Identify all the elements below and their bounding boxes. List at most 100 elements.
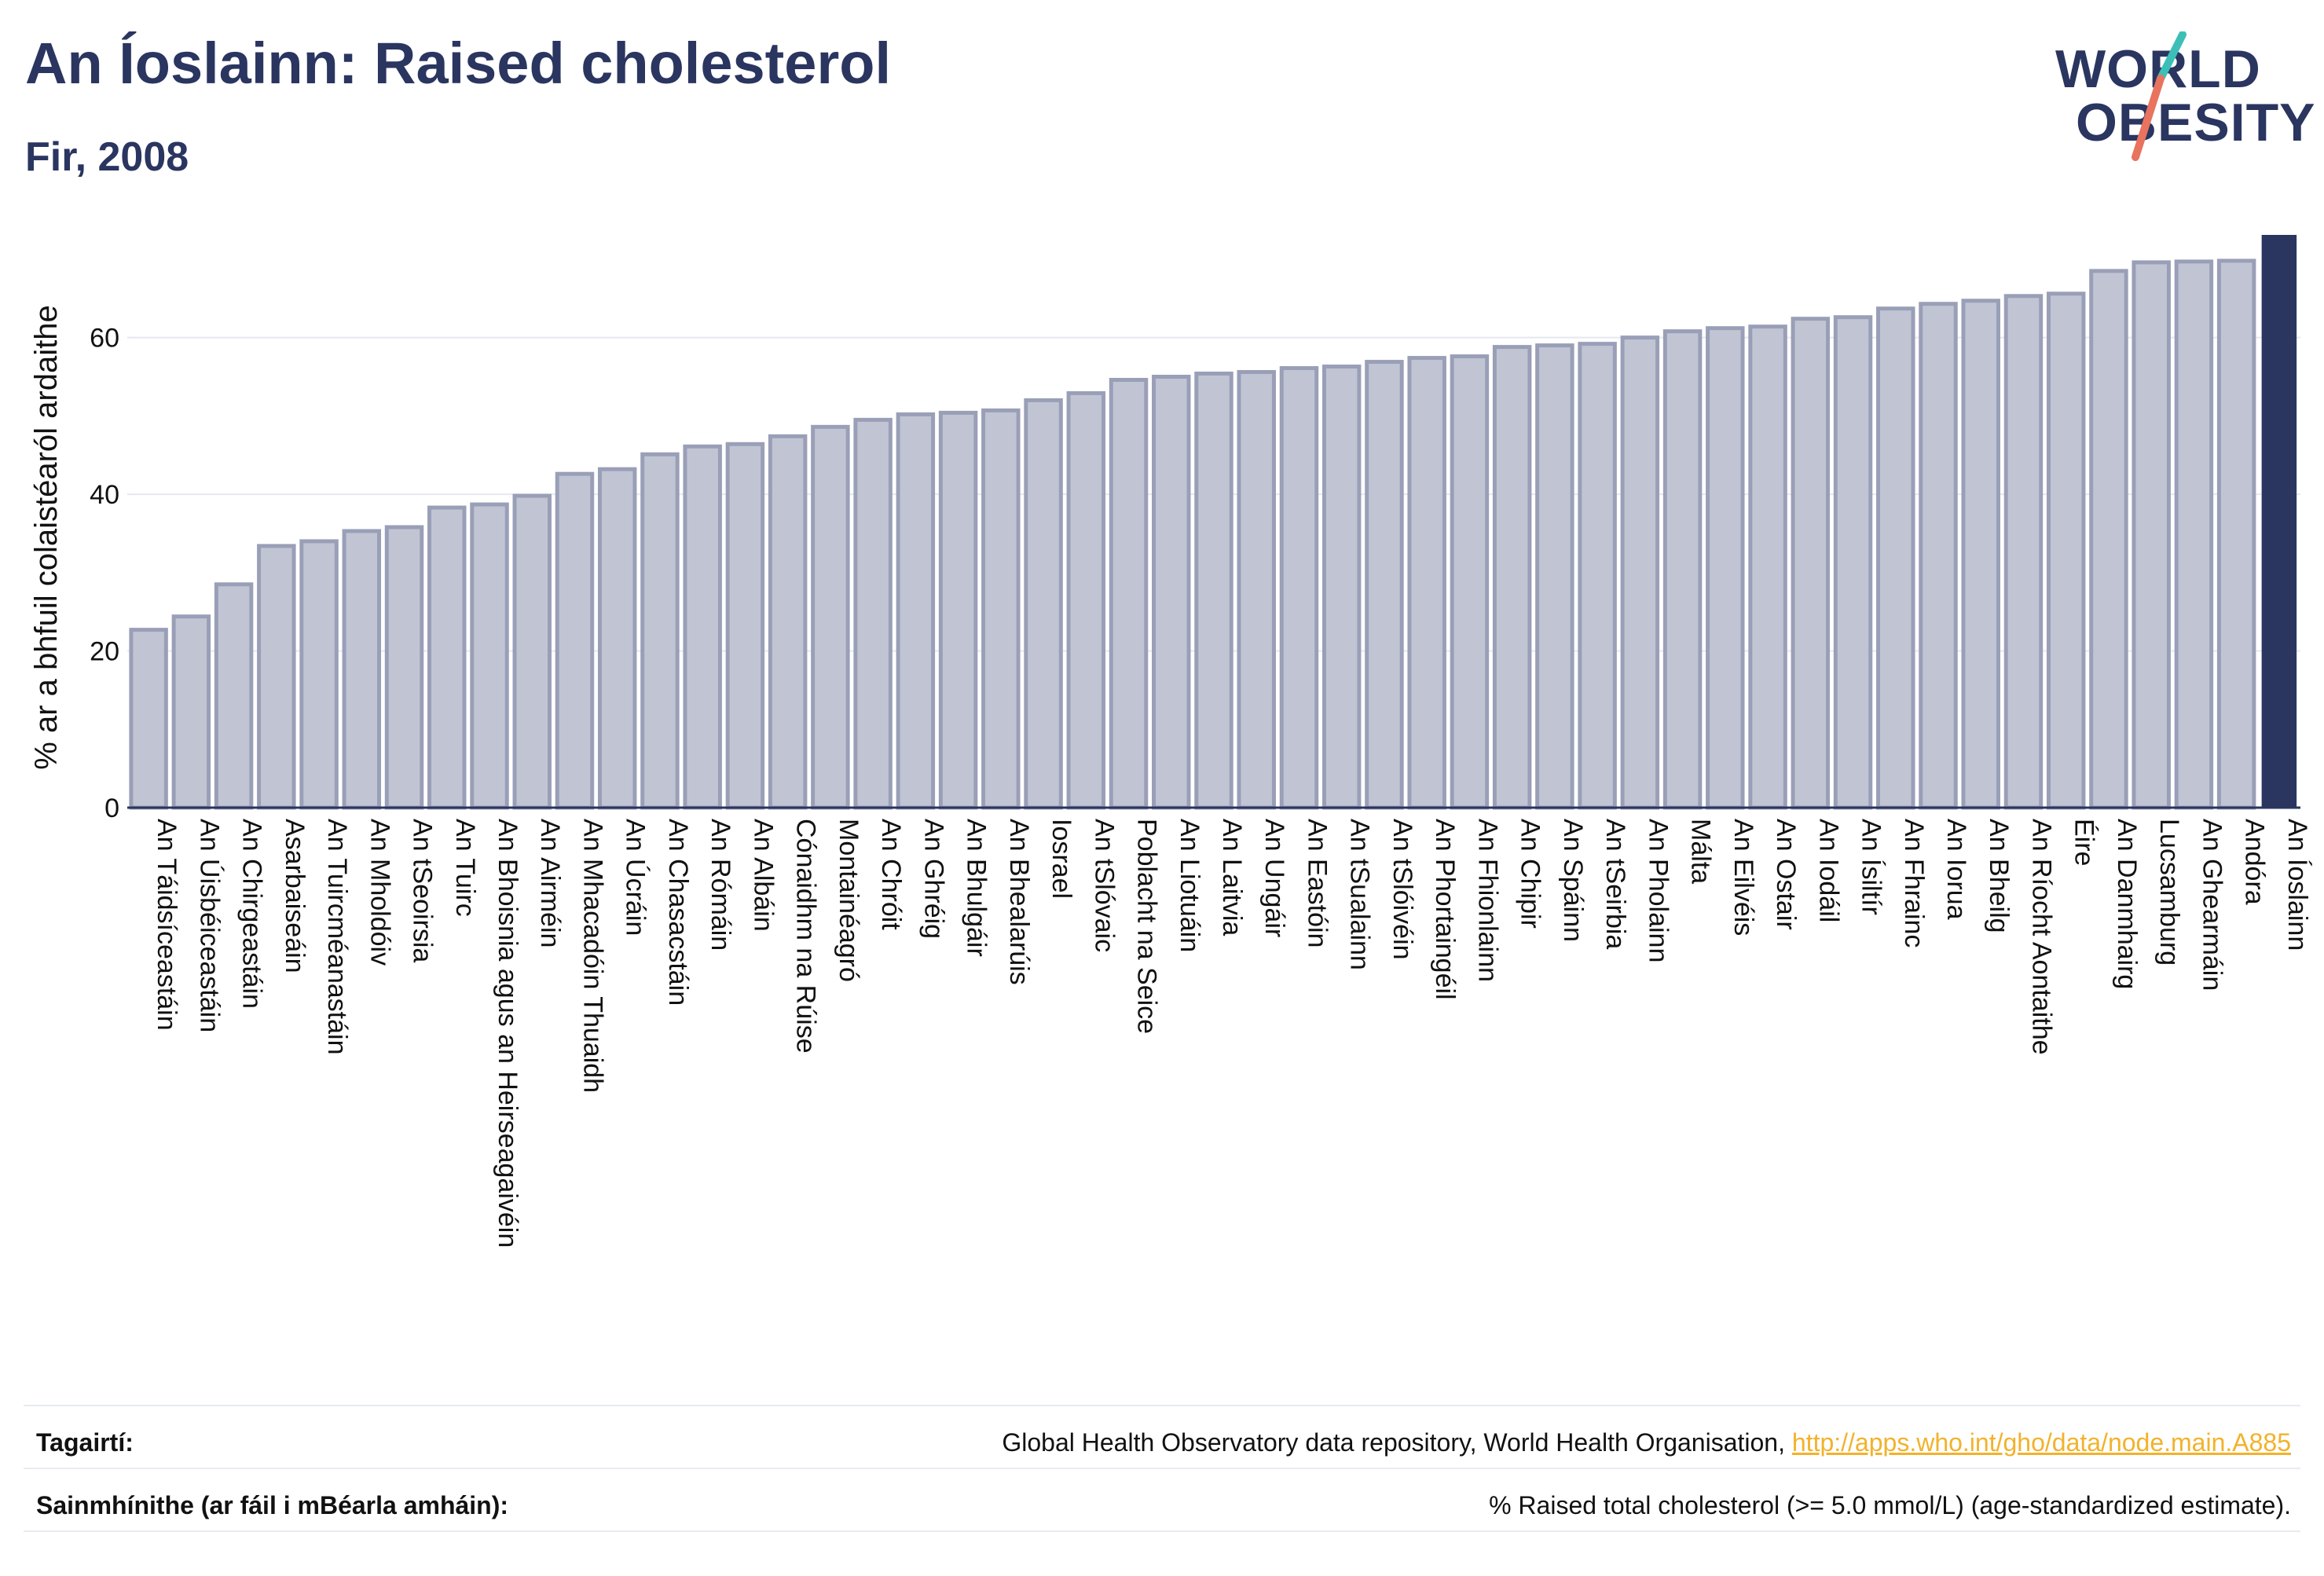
bar bbox=[1791, 317, 1831, 810]
x-tick-label: An Úcráin bbox=[621, 819, 651, 936]
x-tick-label: An Rómáin bbox=[706, 819, 735, 951]
x-tick-label: An Fhrainc bbox=[1899, 819, 1929, 947]
x-tick-label: Iosrael bbox=[1047, 819, 1076, 899]
x-tick-label: An Bhoisnia agus an Heirseagaivéin bbox=[493, 819, 522, 1248]
x-tick-label: Lucsamburg bbox=[2154, 819, 2184, 966]
x-tick-label: An Airméin bbox=[535, 819, 565, 947]
bar bbox=[1492, 345, 1532, 810]
x-tick-label: An Chipir bbox=[1516, 819, 1545, 929]
bar bbox=[342, 529, 382, 810]
x-tick-label: An Ríocht Aontaithe bbox=[2026, 819, 2056, 1055]
bar bbox=[470, 502, 509, 810]
x-tick-label: An Chasacstáin bbox=[663, 819, 693, 1006]
x-tick-label: An Tuircméanastáin bbox=[322, 819, 352, 1055]
x-tick-label: An Eastóin bbox=[1302, 819, 1332, 947]
bar bbox=[2174, 259, 2214, 810]
y-tick-label: 60 bbox=[90, 324, 119, 354]
bar bbox=[555, 471, 595, 810]
x-tick-label: An Spáinn bbox=[1558, 819, 1588, 942]
world-obesity-logo: WORLD OBESITY bbox=[2043, 31, 2315, 165]
bar bbox=[2089, 269, 2128, 810]
bar bbox=[683, 444, 722, 810]
bar bbox=[2003, 294, 2044, 810]
x-tick-label: An Chróit bbox=[876, 819, 906, 930]
x-tick-label: An Liotuáin bbox=[1175, 819, 1204, 952]
bar bbox=[1365, 360, 1404, 810]
y-tick-label: 20 bbox=[90, 637, 119, 667]
bar bbox=[1279, 366, 1319, 810]
x-tick-label: An Ostair bbox=[1771, 819, 1801, 930]
bar bbox=[1535, 343, 1574, 810]
x-tick-label: An Tuirc bbox=[450, 819, 480, 917]
x-tick-label: An Albáin bbox=[748, 819, 778, 932]
x-tick-label: An Ungáir bbox=[1259, 819, 1289, 937]
y-axis-label: % ar a bhfuil colaistéaról ardaithe bbox=[29, 305, 64, 769]
bar bbox=[1194, 372, 1233, 810]
page-title: An Íoslainn: Raised cholesterol bbox=[25, 31, 892, 96]
bar-chart: 0 20 40 60 % ar a bhfuil colaistéaról ardait… bbox=[29, 235, 2312, 1248]
bar bbox=[1024, 398, 1063, 810]
bar bbox=[597, 467, 637, 810]
x-tick-label: An Bheilg bbox=[1984, 819, 2014, 933]
definition-value: % Raised total cholesterol (>= 5.0 mmol/… bbox=[1489, 1491, 2291, 1519]
bar bbox=[1321, 365, 1362, 810]
footer-bottom-rule bbox=[24, 1530, 2300, 1532]
bar bbox=[299, 539, 339, 810]
x-tick-label: An Iodáil bbox=[1813, 819, 1843, 922]
reference-label: Tagairtí: bbox=[36, 1428, 134, 1457]
bar bbox=[1237, 370, 1276, 810]
bar bbox=[1578, 342, 1617, 810]
reference-text: Global Health Observatory data repositor… bbox=[1002, 1428, 1792, 1457]
bars bbox=[129, 235, 2297, 810]
bar bbox=[1919, 302, 1958, 810]
bar bbox=[811, 424, 850, 810]
x-tick-label: An Phortaingéil bbox=[1430, 819, 1460, 1000]
bar bbox=[2132, 260, 2171, 810]
bar bbox=[2216, 258, 2256, 810]
x-tick-label: An Iorua bbox=[1941, 819, 1971, 920]
bar bbox=[1450, 354, 1490, 810]
x-tick-label: An Laitvia bbox=[1217, 819, 1247, 936]
tick-labels: 0 20 40 60 % ar a bhfuil colaistéaról ardait… bbox=[29, 305, 2312, 1248]
x-tick-label: An Íoslainn bbox=[2282, 819, 2312, 951]
bar bbox=[938, 410, 978, 810]
logo-slash-icon bbox=[2132, 31, 2187, 161]
bar bbox=[1833, 315, 1873, 810]
bar bbox=[725, 442, 765, 810]
x-tick-label: An Chirgeastáin bbox=[237, 819, 267, 1009]
bar bbox=[2261, 235, 2297, 808]
x-tick-label: An Ghearmáin bbox=[2197, 819, 2227, 991]
x-tick-label: Málta bbox=[1686, 819, 1716, 884]
x-tick-label: An Fhionlainn bbox=[1472, 819, 1502, 982]
bar bbox=[853, 417, 893, 810]
bar bbox=[1706, 326, 1745, 810]
x-tick-label: An Úisbéiceastáin bbox=[194, 819, 224, 1032]
bar bbox=[384, 525, 424, 810]
bar bbox=[2046, 291, 2086, 810]
bar bbox=[1620, 335, 1660, 810]
bar bbox=[1876, 306, 1915, 810]
x-tick-label: Montainéagró bbox=[834, 819, 863, 982]
bar bbox=[640, 452, 680, 810]
logo-line-2: OBESITY bbox=[2076, 93, 2316, 152]
bar bbox=[1066, 390, 1106, 810]
x-tick-label: Cónaidhm na Rúise bbox=[791, 819, 821, 1054]
x-tick-label: An Ghréig bbox=[918, 819, 948, 939]
bar bbox=[171, 614, 211, 810]
bar bbox=[1152, 375, 1191, 810]
y-tick-label: 0 bbox=[104, 793, 119, 823]
x-tick-label: An tSlóivéin bbox=[1387, 819, 1417, 960]
bar bbox=[427, 505, 467, 810]
footer-definition-row: Sainmhínithe (ar fáil i mBéarla amháin):… bbox=[24, 1468, 2300, 1532]
bar bbox=[512, 493, 552, 810]
x-tick-label: Éire bbox=[2069, 819, 2099, 866]
y-tick-label: 40 bbox=[90, 480, 119, 510]
bar bbox=[257, 544, 296, 810]
reference-link[interactable]: http://apps.who.int/gho/data/node.main.A… bbox=[1791, 1428, 2291, 1457]
bar bbox=[214, 582, 254, 810]
x-tick-label: An Mholdóiv bbox=[365, 819, 394, 966]
x-tick-label: An Pholainn bbox=[1643, 819, 1673, 962]
x-tick-label: An tSlóvaic bbox=[1089, 819, 1119, 952]
definition-label: Sainmhínithe (ar fáil i mBéarla amháin): bbox=[36, 1491, 509, 1519]
bar bbox=[1407, 356, 1446, 810]
